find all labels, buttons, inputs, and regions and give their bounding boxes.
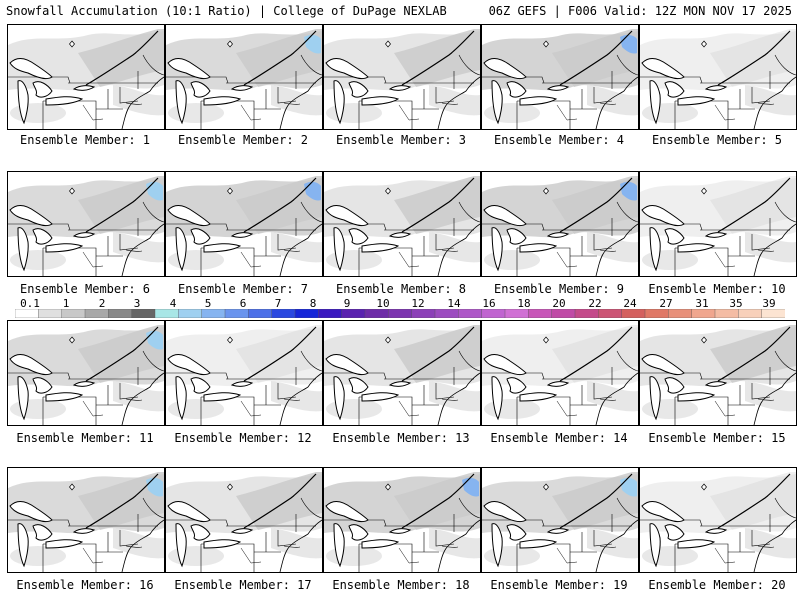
colorbar-tick-label: 7 [274, 297, 282, 310]
colorbar-segment [388, 309, 413, 318]
colorbar-segment [154, 309, 180, 318]
colorbar-segment [318, 309, 343, 318]
colorbar-tick-label: 12 [411, 297, 425, 310]
colorbar-tick-label: 16 [482, 297, 496, 310]
colorbar-segment [294, 309, 320, 318]
map-panel [323, 467, 481, 573]
colorbar-segment [131, 309, 156, 318]
colorbar-tick-label: 0.1 [20, 297, 40, 310]
map-panel [639, 467, 797, 573]
colorbar-tick-label: 24 [623, 297, 637, 310]
map-panel [165, 24, 323, 130]
map-panel [165, 171, 323, 277]
colorbar-segment [224, 309, 250, 318]
member-label: Ensemble Member: 18 [332, 578, 470, 592]
map-panel [639, 24, 797, 130]
map-panel [7, 467, 165, 573]
member-label: Ensemble Member: 20 [648, 578, 786, 592]
colorbar-segment [434, 309, 460, 318]
colorbar-tick-label: 1 [62, 297, 70, 310]
colorbar-segment [84, 309, 110, 318]
member-label: Ensemble Member: 3 [335, 133, 467, 147]
colorbar-segment [738, 309, 763, 318]
map-panel [323, 24, 481, 130]
colorbar-segment [481, 309, 506, 318]
colorbar-tick-label: 4 [169, 297, 177, 310]
colorbar-tick-label: 9 [343, 297, 351, 310]
colorbar-tick-label: 8 [309, 297, 317, 310]
colorbar-segment [598, 309, 623, 318]
member-label: Ensemble Member: 5 [651, 133, 783, 147]
colorbar-segment [15, 309, 40, 318]
colorbar-tick-label: 35 [729, 297, 743, 310]
map-panel [165, 320, 323, 426]
colorbar-segment [341, 309, 366, 318]
map-panel [7, 320, 165, 426]
map-panel [639, 171, 797, 277]
colorbar-tick-label: 20 [552, 297, 566, 310]
colorbar-segment [201, 309, 226, 318]
colorbar-tick-label: 14 [447, 297, 461, 310]
colorbar-segment [248, 309, 273, 318]
colorbar-tick-label: 5 [204, 297, 212, 310]
map-panel [639, 320, 797, 426]
colorbar-segment [528, 309, 553, 318]
member-label: Ensemble Member: 10 [648, 282, 786, 296]
colorbar-segment [644, 309, 670, 318]
member-label: Ensemble Member: 17 [174, 578, 312, 592]
colorbar-segment [364, 309, 390, 318]
map-panel [7, 24, 165, 130]
colorbar-tick-label: 22 [588, 297, 602, 310]
colorbar-tick-label: 10 [376, 297, 390, 310]
colorbar-segment [458, 309, 483, 318]
member-label: Ensemble Member: 16 [16, 578, 154, 592]
colorbar-tick-label: 39 [762, 297, 776, 310]
colorbar-tick-label: 2 [98, 297, 106, 310]
member-label: Ensemble Member: 14 [490, 431, 628, 445]
member-label: Ensemble Member: 8 [335, 282, 467, 296]
colorbar-segment [271, 309, 296, 318]
colorbar-segment [108, 309, 133, 318]
map-panel [481, 171, 639, 277]
run-info: 06Z GEFS | F006 Valid: 12Z MON NOV 17 20… [488, 4, 792, 18]
colorbar-segment [714, 309, 740, 318]
colorbar-segment [668, 309, 693, 318]
member-label: Ensemble Member: 15 [648, 431, 786, 445]
map-panel [481, 467, 639, 573]
colorbar-tick-label: 6 [239, 297, 247, 310]
map-panel [481, 24, 639, 130]
colorbar-segment [551, 309, 576, 318]
colorbar-tick-label: 3 [133, 297, 141, 310]
map-panel [323, 320, 481, 426]
colorbar-segment [574, 309, 600, 318]
map-panel [323, 171, 481, 277]
member-label: Ensemble Member: 7 [177, 282, 309, 296]
member-label: Ensemble Member: 2 [177, 133, 309, 147]
colorbar-tick-label: 27 [659, 297, 673, 310]
map-panel [7, 171, 165, 277]
colorbar-tick-label: 18 [517, 297, 531, 310]
colorbar-segment [411, 309, 436, 318]
colorbar-segment [691, 309, 716, 318]
colorbar-segment [178, 309, 203, 318]
member-label: Ensemble Member: 4 [493, 133, 625, 147]
member-label: Ensemble Member: 6 [19, 282, 151, 296]
colorbar-segment [504, 309, 530, 318]
colorbar-segment [621, 309, 646, 318]
colorbar-segment [761, 309, 785, 318]
member-label: Ensemble Member: 19 [490, 578, 628, 592]
map-panel [481, 320, 639, 426]
member-label: Ensemble Member: 13 [332, 431, 470, 445]
colorbar-tick-label: 31 [695, 297, 709, 310]
member-label: Ensemble Member: 12 [174, 431, 312, 445]
member-label: Ensemble Member: 9 [493, 282, 625, 296]
map-panel [165, 467, 323, 573]
colorbar-segment [38, 309, 63, 318]
colorbar-segment [61, 309, 86, 318]
chart-title: Snowfall Accumulation (10:1 Ratio) | Col… [6, 4, 447, 18]
member-label: Ensemble Member: 1 [19, 133, 151, 147]
member-label: Ensemble Member: 11 [16, 431, 154, 445]
colorbar [15, 309, 785, 318]
